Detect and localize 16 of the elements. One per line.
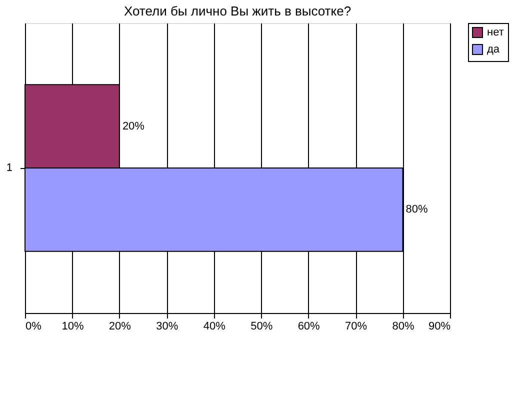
data-label: 20% <box>122 120 145 132</box>
y-tick-label: 1 <box>6 162 12 174</box>
x-tick-label: 70% <box>345 320 368 332</box>
chart-title: Хотели бы лично Вы жить в высотке? <box>124 4 352 18</box>
x-tick-label: 40% <box>203 320 226 332</box>
x-tick-label: 90% <box>428 320 451 332</box>
x-tick-label: 60% <box>298 320 320 332</box>
x-tick-label: 10% <box>62 320 84 332</box>
x-tick-label: 80% <box>392 320 414 332</box>
legend-label: нет <box>487 26 504 38</box>
x-tick-label: 20% <box>108 320 132 332</box>
legend-label: да <box>487 44 500 56</box>
x-tick-label: 50% <box>250 320 273 332</box>
x-tick-label: 30% <box>156 320 178 332</box>
data-label: 80% <box>406 204 428 216</box>
x-tick-label: 0% <box>26 320 42 332</box>
